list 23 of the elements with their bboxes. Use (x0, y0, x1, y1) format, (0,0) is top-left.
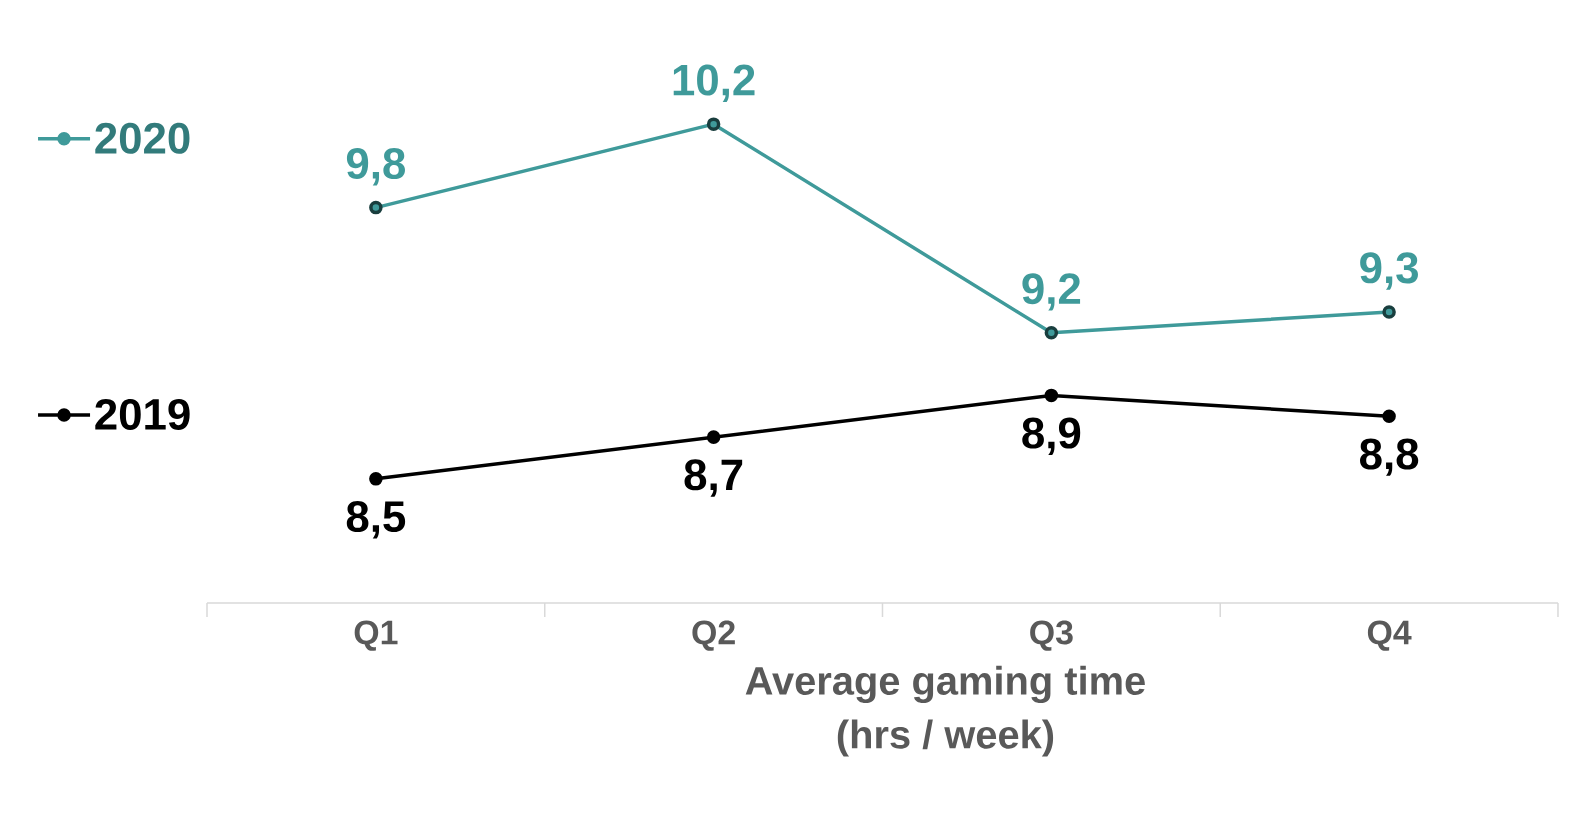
data-label: 9,2 (1022, 273, 1081, 311)
legend-label: 2019 (95, 398, 190, 430)
point (1382, 305, 1396, 319)
x-tick-label: Q4 (1367, 620, 1412, 651)
point (706, 430, 721, 444)
data-label: 9,3 (1360, 252, 1418, 290)
data-label: 10,2 (673, 64, 755, 102)
x-tick-label: Q2 (692, 620, 735, 651)
point (706, 117, 721, 131)
point (369, 472, 383, 486)
data-label: 8,5 (346, 501, 406, 539)
point (1044, 388, 1059, 403)
x-tick-label: Q1 (354, 620, 398, 651)
data-label: 8,8 (1360, 438, 1419, 476)
point (1044, 326, 1059, 340)
point (369, 200, 383, 215)
point (1382, 409, 1396, 424)
data-label: 8,9 (1022, 417, 1081, 455)
data-label: 8,7 (684, 459, 743, 497)
data-label: 9,8 (346, 148, 405, 186)
legend-label: 2020 (95, 122, 190, 154)
x-tick-label: Q3 (1030, 620, 1073, 651)
x-axis-title: Average gaming time (hrs / week) (745, 665, 1145, 757)
